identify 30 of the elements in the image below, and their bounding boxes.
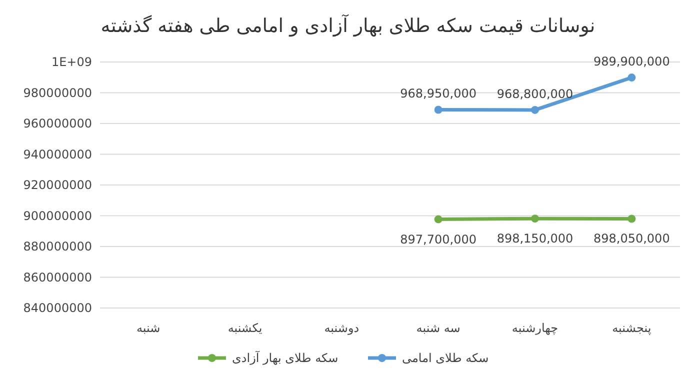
x-tick-label: یکشنبه [228, 321, 262, 335]
data-label: 989,900,000 [593, 54, 670, 69]
point [628, 74, 636, 82]
x-tick-label: چهارشنبه [512, 321, 558, 335]
data-label: 898,150,000 [496, 232, 574, 246]
x-tick-label: سه شنبه [416, 321, 460, 335]
point [531, 214, 539, 223]
point [434, 215, 442, 224]
y-tick-label: 840000000 [23, 301, 92, 315]
legend-label: سکه طلای امامی [402, 351, 489, 365]
y-tick-label: 1E+09 [51, 55, 92, 69]
legend-label: سکه طلای بهار آزادی [232, 350, 338, 365]
x-tick-label: دوشنبه [324, 321, 360, 335]
y-tick-label: 940000000 [23, 147, 92, 162]
data-label: 897,700,000 [400, 232, 477, 246]
x-tick-label: پنجشنبه [612, 321, 652, 335]
point [628, 214, 636, 223]
data-label: 968,950,000 [400, 86, 477, 101]
point [531, 106, 539, 114]
y-tick-label: 880000000 [23, 240, 92, 254]
data-label: 968,800,000 [496, 86, 574, 101]
chart-title: نوسانات قیمت سکه طلای بهار آزادی و امامی طی هفته گذشته [100, 14, 596, 37]
x-tick-label: شنبه [136, 321, 160, 335]
y-tick-label: 960000000 [23, 116, 92, 130]
y-tick-label: 900000000 [23, 208, 92, 223]
point [434, 106, 442, 114]
y-tick-label: 920000000 [23, 178, 92, 192]
y-tick-label: 860000000 [23, 270, 92, 284]
y-tick-label: 980000000 [23, 86, 92, 100]
data-label: 898,050,000 [593, 232, 670, 246]
